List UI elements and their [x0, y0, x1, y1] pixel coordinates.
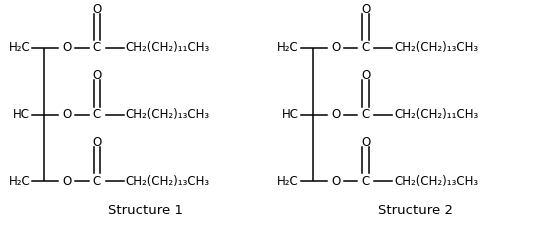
Text: O: O: [361, 2, 370, 16]
Text: C: C: [362, 175, 370, 188]
Text: O: O: [92, 69, 101, 82]
Text: O: O: [361, 69, 370, 82]
Text: HC: HC: [13, 108, 30, 121]
Text: O: O: [361, 136, 370, 149]
Text: O: O: [331, 175, 340, 188]
Text: O: O: [62, 42, 71, 54]
Text: CH₂(CH₂)₁₃CH₃: CH₂(CH₂)₁₃CH₃: [395, 175, 478, 188]
Text: C: C: [362, 42, 370, 54]
Text: O: O: [92, 2, 101, 16]
Text: O: O: [62, 175, 71, 188]
Text: O: O: [92, 136, 101, 149]
Text: CH₂(CH₂)₁₃CH₃: CH₂(CH₂)₁₃CH₃: [395, 42, 478, 54]
Text: HC: HC: [282, 108, 299, 121]
Text: CH₂(CH₂)₁₃CH₃: CH₂(CH₂)₁₃CH₃: [125, 108, 210, 121]
Text: O: O: [62, 108, 71, 121]
Text: H₂C: H₂C: [9, 175, 30, 188]
Text: C: C: [93, 175, 101, 188]
Text: H₂C: H₂C: [277, 42, 299, 54]
Text: H₂C: H₂C: [277, 175, 299, 188]
Text: CH₂(CH₂)₁₁CH₃: CH₂(CH₂)₁₁CH₃: [125, 42, 210, 54]
Text: O: O: [331, 42, 340, 54]
Text: C: C: [93, 42, 101, 54]
Text: H₂C: H₂C: [9, 42, 30, 54]
Text: Structure 1: Structure 1: [109, 204, 184, 217]
Text: CH₂(CH₂)₁₃CH₃: CH₂(CH₂)₁₃CH₃: [125, 175, 210, 188]
Text: C: C: [362, 108, 370, 121]
Text: O: O: [331, 108, 340, 121]
Text: CH₂(CH₂)₁₁CH₃: CH₂(CH₂)₁₁CH₃: [395, 108, 479, 121]
Text: C: C: [93, 108, 101, 121]
Text: Structure 2: Structure 2: [378, 204, 453, 217]
